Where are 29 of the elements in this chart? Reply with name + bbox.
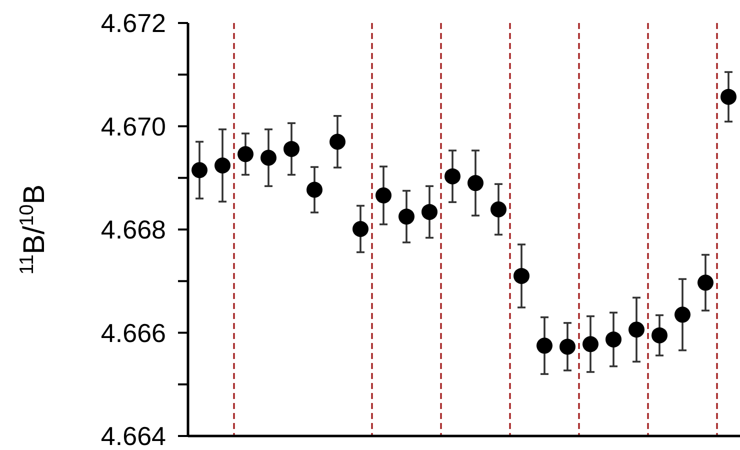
y-tick-label: 4.668 — [100, 214, 166, 245]
point — [560, 338, 576, 355]
point — [468, 175, 484, 192]
point — [444, 168, 460, 184]
point — [376, 187, 392, 204]
y-tick-label: 4.670 — [100, 111, 166, 142]
point — [398, 208, 414, 225]
point — [330, 134, 346, 150]
y-tick-label: 4.666 — [100, 318, 166, 348]
point — [536, 338, 552, 354]
point — [192, 162, 208, 178]
point — [352, 220, 368, 237]
y-tick-label: 4.672 — [100, 8, 166, 38]
point — [674, 306, 690, 323]
point — [628, 322, 644, 338]
point — [720, 88, 736, 105]
point — [306, 182, 322, 198]
point — [652, 327, 668, 344]
point — [284, 140, 300, 157]
y-tick-label: 4.664 — [100, 421, 166, 450]
point — [214, 157, 230, 174]
point — [582, 336, 598, 352]
point — [422, 204, 438, 220]
point — [698, 274, 714, 291]
point — [606, 331, 622, 348]
point — [260, 150, 276, 166]
point — [238, 146, 254, 162]
point — [514, 268, 530, 284]
point — [490, 201, 506, 218]
